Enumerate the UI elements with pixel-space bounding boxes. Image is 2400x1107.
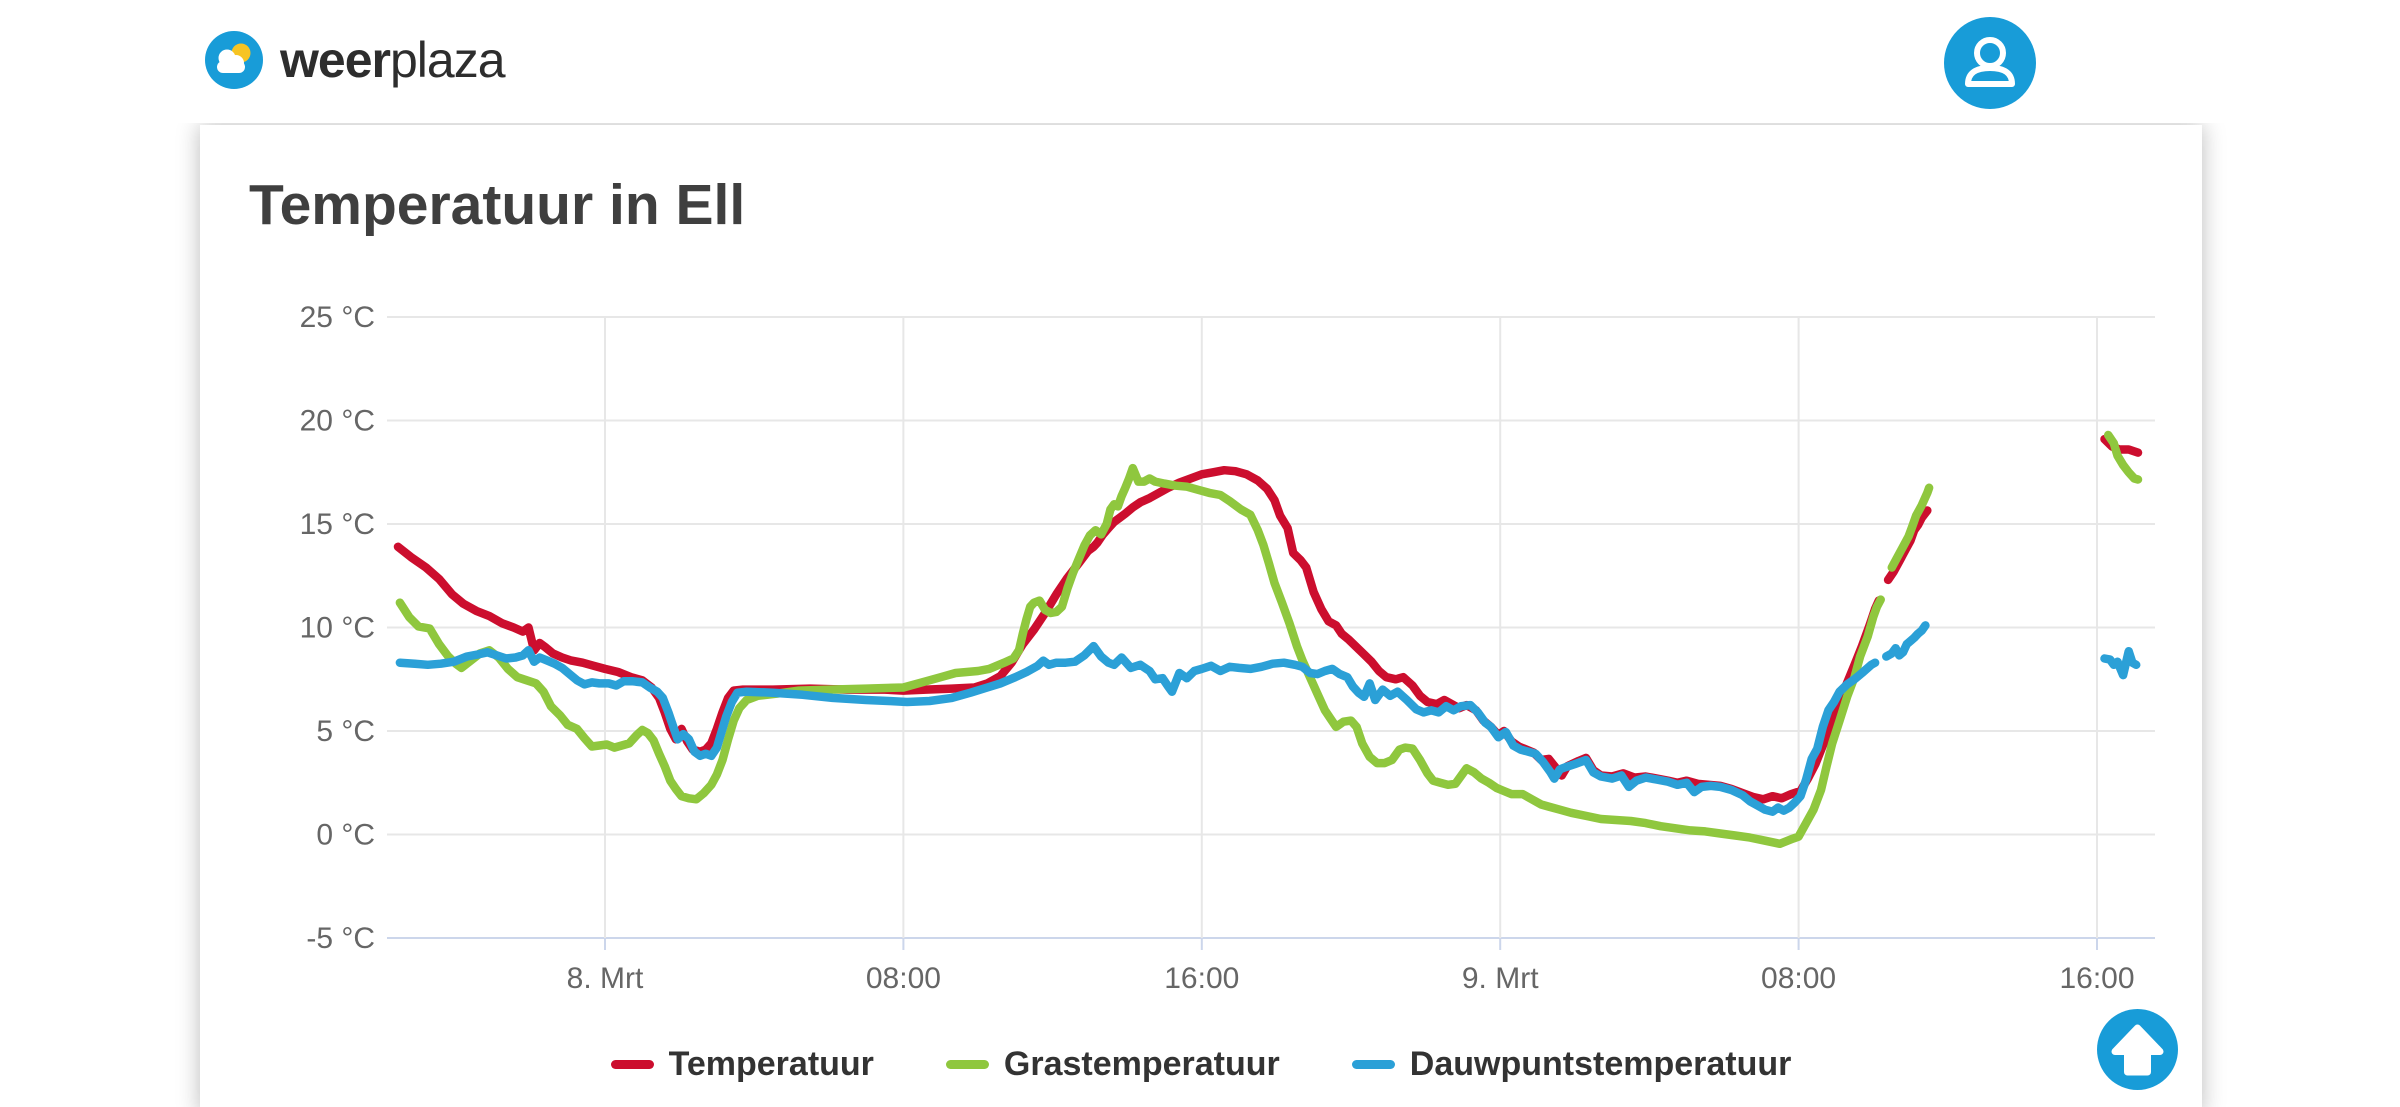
chart-legend: Temperatuur Grastemperatuur Dauwpuntstem… <box>200 1040 2202 1088</box>
x-axis-label: 08:00 <box>1761 962 1836 995</box>
series-dauwpuntstemperatuur <box>1882 621 1930 661</box>
series-grastemperatuur <box>2103 430 2143 484</box>
temperatuur-line-swatch <box>610 1059 654 1069</box>
series-dauwpuntstemperatuur <box>395 641 1880 816</box>
series-grastemperatuur <box>395 463 1885 849</box>
y-axis-label: 5 °C <box>316 715 375 748</box>
dauwpuntstemperatuur-line-swatch <box>1351 1059 1395 1069</box>
grastemperatuur-line-swatch <box>945 1059 989 1069</box>
weerplaza-logo[interactable]: weerplaza <box>205 31 505 89</box>
y-axis-label: 20 °C <box>300 405 375 438</box>
weerplaza-wordmark: weerplaza <box>280 32 505 88</box>
y-axis-label: 25 °C <box>300 301 375 334</box>
x-axis-label: 08:00 <box>866 962 941 995</box>
weerplaza-cloud-sun-icon <box>205 31 263 89</box>
y-axis-label: 0 °C <box>316 819 375 852</box>
scroll-to-top-button[interactable] <box>2097 1009 2178 1090</box>
legend-label: Dauwpuntstemperatuur <box>1409 1044 1792 1083</box>
legend-item-grastemperatuur[interactable]: Grastemperatuur <box>945 1044 1280 1084</box>
y-axis-label: 10 °C <box>300 612 375 645</box>
y-axis-label: -5 °C <box>306 922 375 955</box>
legend-item-temperatuur[interactable]: Temperatuur <box>610 1044 874 1084</box>
legend-label: Temperatuur <box>668 1044 874 1083</box>
series-grastemperatuur <box>1887 483 1934 572</box>
arrow-up-icon <box>2097 1009 2178 1090</box>
site-header: weerplaza <box>0 0 2400 123</box>
legend-label: Grastemperatuur <box>1003 1044 1280 1083</box>
series-dauwpuntstemperatuur <box>2100 647 2141 680</box>
user-icon <box>1944 17 2036 109</box>
x-axis-label: 9. Mrt <box>1462 962 1539 995</box>
x-axis-label: 8. Mrt <box>567 962 644 995</box>
legend-item-dauwpuntstemperatuur[interactable]: Dauwpuntstemperatuur <box>1351 1044 1792 1084</box>
hamburger-menu-button[interactable] <box>2094 28 2160 94</box>
chart-title: Temperatuur in Ell <box>249 173 746 237</box>
user-account-button[interactable] <box>1944 17 2036 109</box>
x-axis-label: 16:00 <box>2059 962 2134 995</box>
y-axis-label: 15 °C <box>300 508 375 541</box>
x-axis-label: 16:00 <box>1164 962 1239 995</box>
